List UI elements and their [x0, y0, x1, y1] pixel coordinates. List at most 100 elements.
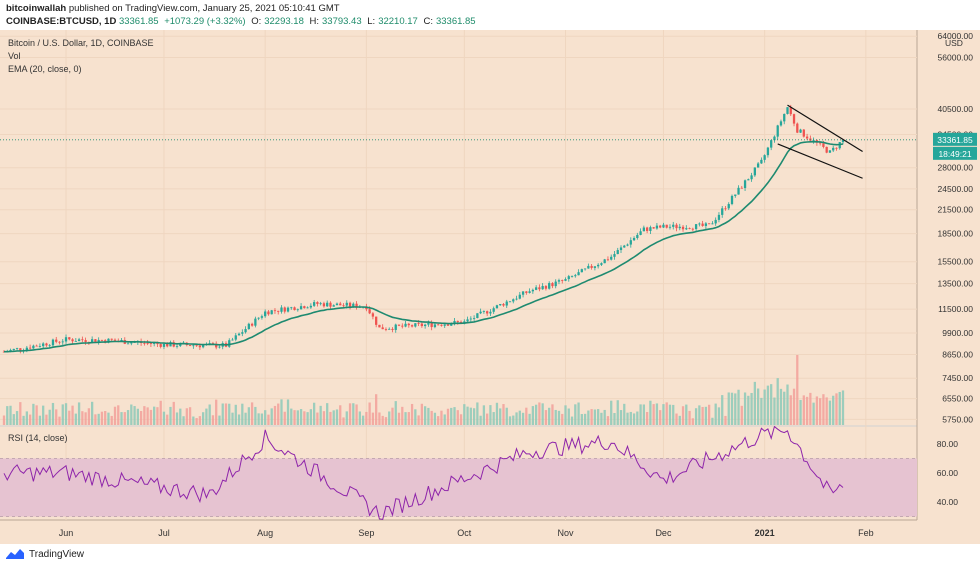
volume-bar [789, 395, 792, 425]
time-axis-bg[interactable] [0, 520, 980, 544]
candle-body [286, 307, 290, 312]
candle-body [420, 323, 424, 327]
volume-bar [218, 415, 221, 425]
candle-body [662, 224, 665, 228]
candle-body [743, 180, 747, 189]
wedge-trendlines [777, 104, 863, 179]
candle-body [792, 114, 796, 124]
candle-body [453, 320, 456, 325]
candle-body [773, 136, 776, 141]
candle-body [469, 318, 472, 320]
volume-bar [659, 410, 662, 425]
volume-bar [734, 393, 737, 425]
volume-bar [688, 410, 691, 425]
candle-body [77, 339, 81, 342]
volume-bar [136, 408, 139, 425]
volume-bar [668, 404, 672, 425]
volume-bar [319, 405, 322, 425]
volume-bar [799, 399, 802, 425]
candle-body [9, 349, 12, 352]
volume-bar [384, 417, 388, 425]
volume-bar [260, 413, 264, 425]
candle-body [652, 227, 655, 229]
candle-body [482, 311, 486, 312]
time-tick-label: Jul [158, 528, 170, 538]
volume-bar [450, 407, 453, 425]
candle-body [691, 228, 694, 230]
candle-body [626, 244, 629, 246]
candle-body [606, 259, 610, 261]
candle-body [740, 187, 743, 189]
chart-area[interactable]: 64000.0056000.0040500.0034500.0028000.00… [0, 30, 980, 544]
volume-bar [100, 411, 104, 425]
candle-body [218, 346, 221, 348]
candle-body [841, 139, 845, 143]
vol-legend[interactable]: Vol [8, 51, 21, 61]
volume-bar [375, 394, 378, 425]
volume-bar [574, 404, 577, 425]
volume-bar [51, 402, 55, 425]
candle-body [580, 269, 583, 273]
tradingview-brand[interactable]: TradingView [29, 548, 85, 560]
volume-bar [407, 412, 410, 425]
candle-body [42, 343, 45, 347]
volume-bar [153, 406, 156, 425]
candle-body [721, 208, 724, 215]
candle-body [280, 307, 283, 312]
volume-bar [534, 404, 538, 425]
volume-bar [352, 403, 355, 425]
ema-legend[interactable]: EMA (20, close, 0) [8, 64, 82, 74]
volume-bar [704, 406, 708, 425]
candle-body [727, 204, 730, 209]
candle-body [734, 194, 737, 196]
candle-body [567, 276, 570, 280]
volume-bar [55, 409, 58, 425]
volume-bar [420, 403, 424, 425]
tradingview-logo-icon[interactable] [5, 548, 25, 560]
candle-body [508, 301, 512, 303]
volume-bar [270, 408, 273, 425]
time-tick-label: Oct [457, 528, 472, 538]
volume-bar [613, 413, 616, 425]
candle-body [71, 339, 74, 342]
candle-body [316, 302, 319, 304]
volume-bar [42, 405, 45, 425]
candle-body [443, 324, 446, 326]
chart-legend-title[interactable]: Bitcoin / U.S. Dollar, 1D, COINBASE [8, 38, 154, 48]
candle-body [397, 324, 401, 326]
footer: TradingView [5, 548, 84, 560]
candle-body [277, 310, 280, 312]
candle-body [355, 303, 358, 308]
volume-bar [257, 413, 260, 425]
price-chart-svg[interactable]: 64000.0056000.0040500.0034500.0028000.00… [0, 30, 980, 544]
price-axis-bg[interactable] [917, 30, 980, 520]
price-pane-bg[interactable] [0, 30, 917, 425]
volume-bar [776, 378, 779, 425]
candle-body [2, 351, 6, 353]
candle-body [645, 227, 649, 231]
candle-body [433, 324, 437, 328]
candle-body [368, 309, 371, 314]
volume-bar [35, 405, 38, 425]
candle-body [94, 339, 97, 342]
candle-body [293, 307, 296, 311]
volume-bar [538, 402, 541, 425]
volume-bar [652, 404, 655, 425]
candle-body [273, 310, 277, 312]
volume-bar [662, 404, 665, 425]
volume-bar [809, 392, 812, 425]
volume-bar [554, 409, 557, 425]
volume-bar [600, 412, 603, 425]
volume-bar [570, 416, 574, 425]
publisher-name[interactable]: bitcoinwallah [6, 3, 67, 14]
volume-bar [459, 414, 463, 425]
volume-bar [681, 406, 685, 425]
volume-bar [410, 403, 414, 425]
volume-bar [188, 407, 192, 425]
candle-body [15, 348, 19, 350]
high-value: 33793.43 [322, 16, 362, 27]
volume-bar [228, 403, 231, 425]
rsi-legend[interactable]: RSI (14, close) [8, 433, 68, 443]
candle-body [659, 225, 662, 228]
volume-bar [221, 403, 224, 425]
